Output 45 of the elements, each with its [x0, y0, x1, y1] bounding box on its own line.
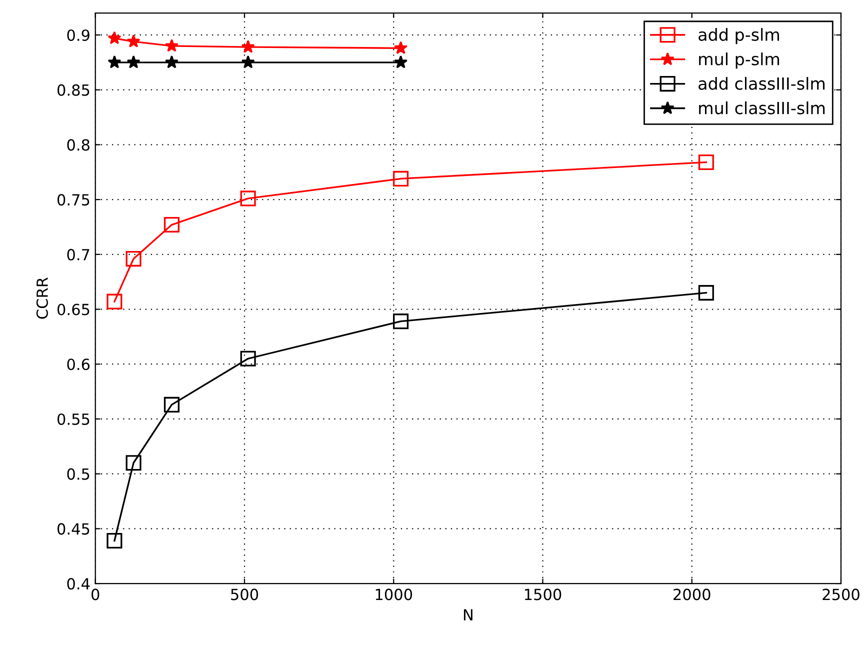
- point: [698, 285, 714, 301]
- legend-label: mul p-slm: [699, 52, 780, 69]
- y-tick-label: 0.6: [67, 358, 90, 370]
- point: [240, 190, 256, 206]
- x-tick-label: 2500: [822, 588, 860, 600]
- x-tick-label: 500: [231, 588, 258, 600]
- point: [241, 40, 255, 53]
- point: [126, 55, 140, 68]
- y-tick-label: 0.45: [58, 523, 90, 535]
- legend-label: add p-slm: [698, 28, 779, 44]
- y-tick-label: 0.7: [67, 248, 90, 260]
- point: [164, 396, 180, 412]
- point: [698, 154, 714, 170]
- y-tick-label: 0.75: [58, 194, 90, 206]
- y-tick-label: 0.5: [67, 468, 90, 480]
- x-tick-label: 0: [92, 588, 100, 600]
- x-axis-title: N: [464, 609, 472, 620]
- point: [240, 350, 256, 366]
- point: [126, 455, 142, 471]
- y-tick-label: 0.9: [67, 29, 90, 42]
- point: [108, 31, 122, 44]
- y-axis-title: CCRR: [36, 277, 48, 319]
- y-tick-label: 0.85: [58, 84, 90, 96]
- point: [164, 217, 180, 233]
- y-tick-label: 0.55: [58, 413, 90, 425]
- point: [394, 55, 408, 68]
- legend-label: add classIII-slm: [698, 76, 825, 90]
- x-tick-label: 1000: [376, 588, 412, 600]
- point: [394, 41, 408, 54]
- point: [106, 532, 122, 549]
- point: [392, 170, 409, 186]
- point: [392, 314, 409, 330]
- y-tick-label: 0.8: [67, 139, 90, 151]
- point: [164, 55, 178, 68]
- point: [106, 294, 122, 310]
- point: [126, 251, 142, 267]
- x-tick-label: 2000: [674, 588, 710, 600]
- legend-label: mul classIII-slm: [699, 101, 825, 114]
- point: [241, 55, 255, 68]
- point: [126, 34, 140, 48]
- x-tick-label: 1500: [524, 588, 562, 600]
- y-tick-label: 0.65: [58, 304, 90, 316]
- point: [164, 38, 178, 52]
- point: [108, 55, 122, 68]
- y-tick-label: 0.4: [67, 578, 90, 590]
